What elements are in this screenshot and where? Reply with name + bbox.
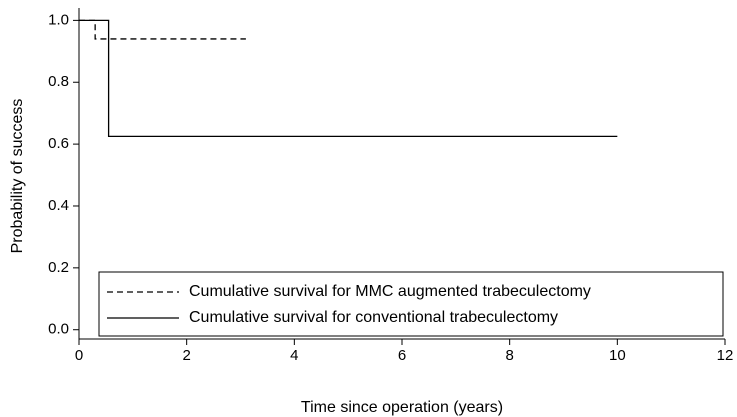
- y-tick-label: 0.0: [48, 321, 69, 338]
- y-tick-label: 0.4: [48, 197, 69, 214]
- x-tick-label: 0: [75, 347, 83, 364]
- survival-line: [79, 19, 618, 138]
- x-tick-label: 12: [717, 347, 734, 364]
- x-tick-label: 2: [182, 347, 190, 364]
- x-tick-label: 4: [290, 347, 298, 364]
- legend-box: [98, 271, 724, 337]
- y-tick-label: 0.8: [48, 73, 69, 90]
- legend-label: Cumulative survival for conventional tra…: [189, 309, 558, 326]
- x-tick-label: 6: [398, 347, 406, 364]
- survival-line: [79, 19, 246, 40]
- legend-label: Cumulative survival for MMC augmented tr…: [189, 283, 591, 300]
- y-axis-label: Probability of success: [9, 99, 26, 254]
- x-tick-label: 8: [505, 347, 513, 364]
- y-tick-label: 0.6: [48, 135, 69, 152]
- x-tick-label: 10: [609, 347, 626, 364]
- y-tick-label: 1.0: [48, 11, 69, 28]
- y-tick-label: 0.2: [48, 259, 69, 276]
- x-axis-label: Time since operation (years): [301, 399, 503, 416]
